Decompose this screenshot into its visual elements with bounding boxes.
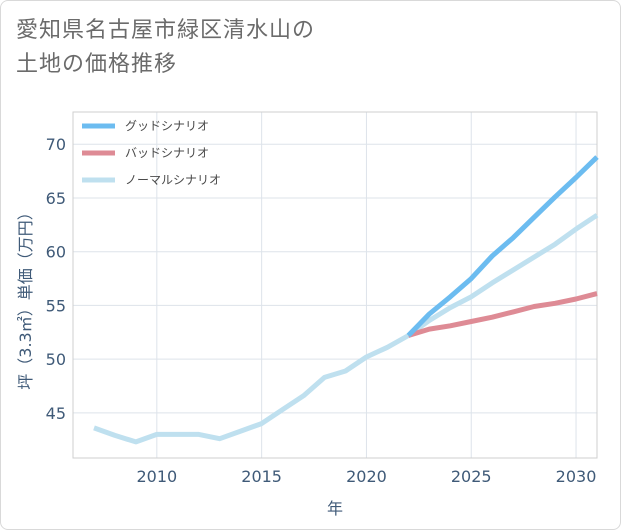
plot-area xyxy=(72,111,598,459)
chart-title: 愛知県名古屋市緑区清水山の 土地の価格推移 xyxy=(16,14,315,82)
x-tick-label: 2025 xyxy=(451,467,492,486)
series-line-2 xyxy=(407,291,598,338)
y-axis-title: 坪（3.3㎡）単価（万円） xyxy=(16,204,35,389)
y-tick-label: 45 xyxy=(46,404,66,423)
grid-lines xyxy=(73,112,597,458)
y-tick-label: 65 xyxy=(46,189,66,208)
x-tick-label: 2015 xyxy=(241,467,282,486)
y-tick-label: 55 xyxy=(46,296,66,315)
x-tick-label: 2010 xyxy=(136,467,177,486)
x-tick-label: 2030 xyxy=(556,467,597,486)
series-lines xyxy=(93,155,599,445)
legend-label: ノーマルシナリオ xyxy=(125,173,221,187)
y-tick-label: 70 xyxy=(46,135,66,154)
title-line-2: 土地の価格推移 xyxy=(16,52,178,77)
legend-label: バッドシナリオ xyxy=(125,146,209,160)
x-tick-label: 2020 xyxy=(346,467,387,486)
y-tick-label: 60 xyxy=(46,243,66,262)
x-tick-labels: 2010 2015 2020 2025 2030 xyxy=(136,467,596,486)
x-axis-title: 年 xyxy=(327,499,343,518)
series-line-3 xyxy=(93,213,599,445)
y-tick-label: 50 xyxy=(46,350,66,369)
series-line-1 xyxy=(406,155,599,338)
legend-label: グッドシナリオ xyxy=(125,119,209,133)
title-line-1: 愛知県名古屋市緑区清水山の xyxy=(16,18,316,43)
y-tick-labels: 45 50 55 60 65 70 xyxy=(46,135,66,423)
